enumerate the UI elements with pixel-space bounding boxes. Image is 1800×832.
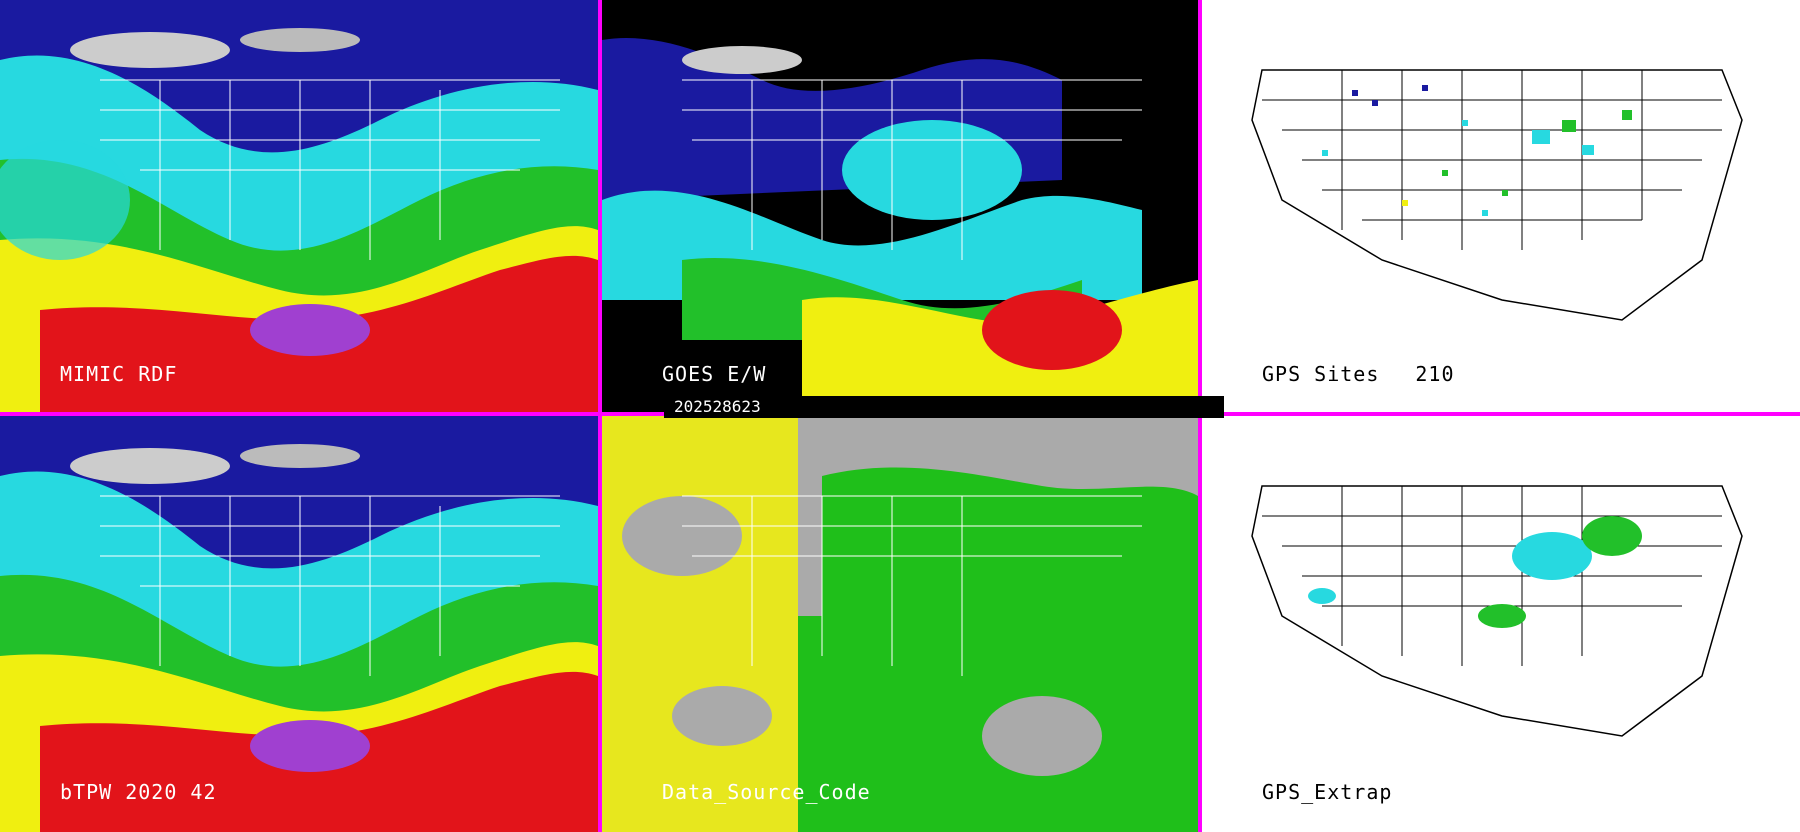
panel-label: GPS Sites 210 <box>1262 362 1455 386</box>
gps-extrap-panel: GPS_Extrap <box>1202 416 1800 832</box>
data-source-code-map <box>602 416 1198 832</box>
panel-label: GPS_Extrap <box>1262 780 1393 804</box>
gps-sites-panel: GPS Sites 210 <box>1202 0 1800 412</box>
mimic-rdf-panel: MIMIC RDF <box>0 0 598 412</box>
panel-label: Data_Source_Code <box>662 780 871 804</box>
gps-sites-map <box>1202 0 1800 412</box>
timestamp-label: 202528623 <box>664 396 1224 418</box>
panel-label: MIMIC RDF <box>60 362 178 386</box>
gps-sites-count: 210 <box>1415 362 1455 386</box>
btpw-map <box>0 416 598 832</box>
gps-extrap-map <box>1202 416 1800 832</box>
gps-sites-title: GPS Sites <box>1262 362 1380 386</box>
data-source-code-panel: Data_Source_Code <box>602 416 1198 832</box>
mimic-rdf-map <box>0 0 598 412</box>
panel-label: bTPW 2020 42 <box>60 780 217 804</box>
goes-ew-map <box>602 0 1198 412</box>
divider-vertical-left <box>598 0 602 832</box>
panel-label: GOES E/W <box>662 362 767 386</box>
btpw-panel: bTPW 2020 42 <box>0 416 598 832</box>
goes-ew-panel: GOES E/W <box>602 0 1198 412</box>
